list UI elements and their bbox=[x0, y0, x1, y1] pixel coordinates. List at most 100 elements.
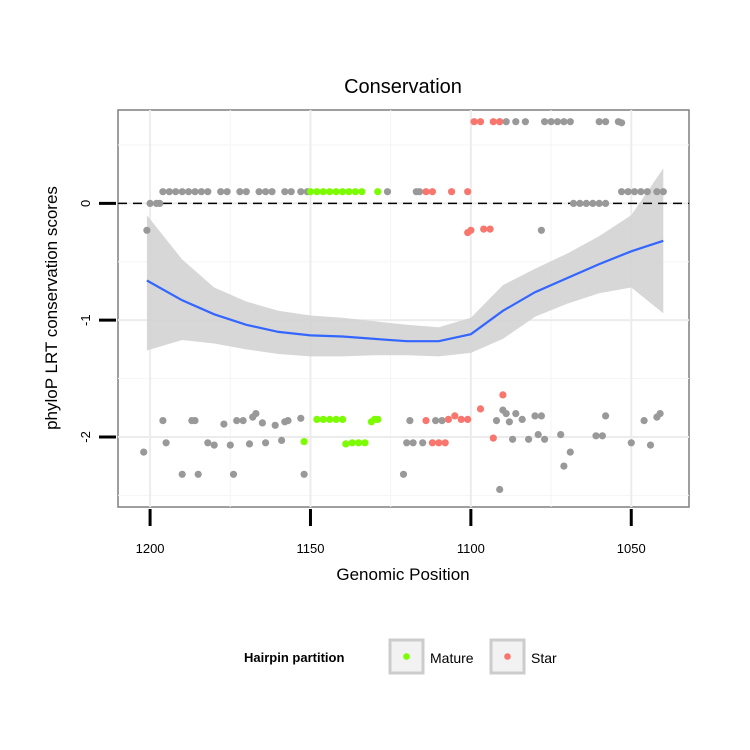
point-other bbox=[566, 118, 574, 126]
point-star bbox=[428, 188, 436, 196]
point-other bbox=[653, 188, 661, 196]
point-mature bbox=[361, 439, 369, 447]
point-other bbox=[236, 188, 244, 196]
x-axis: 1200 1150 1100 1050 bbox=[136, 509, 646, 556]
point-other bbox=[627, 439, 635, 447]
point-other bbox=[146, 199, 154, 207]
data-points bbox=[140, 118, 667, 494]
point-other bbox=[419, 439, 427, 447]
point-other bbox=[156, 199, 164, 207]
point-other bbox=[592, 432, 600, 440]
point-other bbox=[492, 417, 501, 425]
point-star bbox=[486, 225, 494, 233]
point-mature bbox=[374, 188, 382, 196]
point-star bbox=[435, 439, 443, 447]
point-star bbox=[464, 188, 472, 196]
point-mature bbox=[355, 439, 363, 447]
point-other bbox=[618, 119, 626, 127]
x-axis-title: Genomic Position bbox=[336, 565, 469, 584]
point-other bbox=[534, 431, 542, 439]
point-star bbox=[496, 118, 504, 126]
legend-item-mature: Mature bbox=[388, 638, 474, 675]
point-mature bbox=[345, 188, 353, 196]
point-mature bbox=[306, 188, 315, 196]
point-other bbox=[602, 412, 610, 420]
legend-dot-mature bbox=[403, 653, 410, 660]
point-star bbox=[489, 118, 497, 126]
x-tick-label: 1050 bbox=[617, 541, 646, 556]
point-other bbox=[643, 188, 651, 196]
point-other bbox=[589, 199, 597, 207]
y-axis-title: phyloP LRT conservation scores bbox=[42, 186, 61, 430]
point-mature bbox=[332, 415, 340, 423]
point-mature bbox=[374, 415, 382, 423]
x-tick-label: 1150 bbox=[296, 541, 324, 556]
point-star bbox=[480, 225, 488, 233]
point-other bbox=[223, 188, 231, 196]
point-other bbox=[560, 462, 568, 470]
point-other bbox=[204, 439, 212, 447]
point-other bbox=[541, 435, 549, 443]
point-other bbox=[521, 118, 530, 126]
point-other bbox=[656, 410, 664, 418]
point-mature bbox=[342, 440, 350, 448]
point-mature bbox=[319, 188, 327, 196]
point-other bbox=[569, 199, 578, 207]
legend: Hairpin partition Mature Star bbox=[244, 638, 557, 675]
point-star bbox=[476, 405, 485, 413]
point-other bbox=[268, 188, 276, 196]
point-other bbox=[508, 435, 517, 443]
point-other bbox=[525, 435, 533, 443]
point-other bbox=[502, 410, 510, 418]
point-other bbox=[300, 470, 308, 478]
point-other bbox=[255, 188, 263, 196]
point-mature bbox=[313, 415, 321, 423]
point-other bbox=[159, 417, 167, 425]
point-other bbox=[512, 410, 520, 418]
point-other bbox=[438, 417, 446, 425]
x-tick-label: 1100 bbox=[457, 541, 485, 556]
point-other bbox=[172, 188, 180, 196]
point-other bbox=[537, 412, 546, 420]
point-other bbox=[383, 188, 392, 196]
point-other bbox=[262, 439, 270, 447]
point-other bbox=[194, 470, 202, 478]
point-other bbox=[281, 188, 289, 196]
point-star bbox=[428, 439, 436, 447]
point-other bbox=[233, 417, 241, 425]
point-other bbox=[598, 432, 607, 440]
point-other bbox=[553, 118, 562, 126]
point-other bbox=[287, 188, 295, 196]
point-other bbox=[595, 118, 603, 126]
point-other bbox=[595, 199, 603, 207]
point-other bbox=[618, 188, 626, 196]
point-other bbox=[409, 439, 417, 447]
point-other bbox=[210, 441, 218, 449]
point-other bbox=[140, 448, 148, 456]
point-other bbox=[399, 470, 408, 478]
point-star bbox=[464, 415, 472, 423]
smooth-trend-line bbox=[146, 239, 664, 343]
point-other bbox=[143, 226, 151, 234]
legend-dot-star bbox=[504, 653, 511, 660]
point-other bbox=[640, 417, 648, 425]
point-mature bbox=[339, 415, 347, 423]
point-other bbox=[518, 415, 526, 423]
y-tick-label: -1 bbox=[78, 314, 93, 326]
point-other bbox=[239, 417, 247, 425]
point-other bbox=[191, 188, 199, 196]
point-other bbox=[262, 188, 270, 196]
point-other bbox=[178, 188, 186, 196]
point-star bbox=[457, 415, 465, 423]
point-star bbox=[499, 391, 507, 399]
point-other bbox=[637, 188, 645, 196]
point-other bbox=[541, 118, 549, 126]
y-tick-label: 0 bbox=[78, 200, 93, 207]
point-mature bbox=[326, 415, 334, 423]
point-other bbox=[505, 418, 513, 426]
point-other bbox=[406, 417, 414, 425]
point-other bbox=[531, 412, 539, 420]
plot-panel bbox=[117, 109, 690, 508]
point-other bbox=[226, 441, 234, 449]
